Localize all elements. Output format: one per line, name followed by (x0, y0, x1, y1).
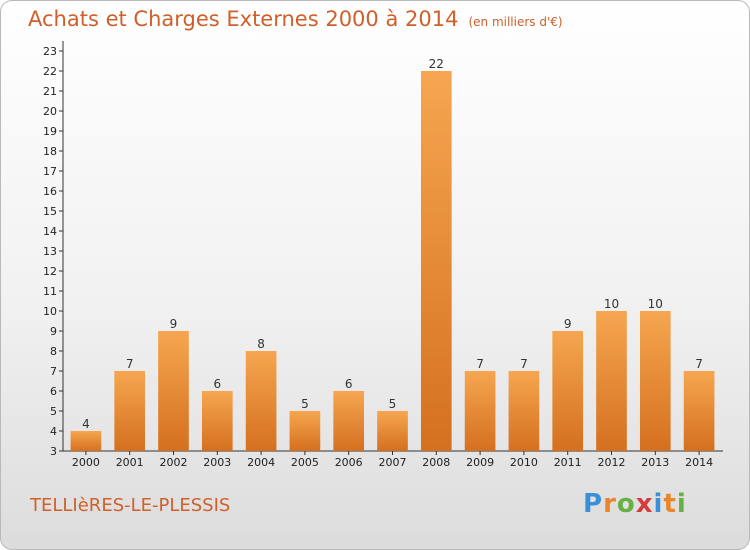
bar (552, 331, 584, 451)
x-tick-label: 2014 (685, 456, 713, 469)
logo-letter: x (635, 489, 654, 519)
x-tick-label: 2002 (160, 456, 188, 469)
x-tick-label: 2001 (116, 456, 144, 469)
bar (508, 371, 540, 451)
y-tick-label: 5 (50, 405, 57, 418)
y-tick-label: 9 (50, 325, 57, 338)
data-label: 10 (648, 297, 663, 311)
x-tick-label: 2009 (466, 456, 494, 469)
y-tick-label: 15 (43, 205, 57, 218)
x-tick-label: 2000 (72, 456, 100, 469)
x-tick-label: 2005 (291, 456, 319, 469)
chart-title: Achats et Charges Externes 2000 à 2014 (e… (28, 7, 563, 31)
y-tick-label: 6 (50, 385, 57, 398)
x-tick-label: 2004 (247, 456, 275, 469)
bar (245, 351, 277, 451)
x-axis: 2000 2001 2002 2003 2004 2005 2006 2007 2008 2009… (63, 450, 723, 469)
bar (70, 431, 102, 451)
logo-letter: o (616, 489, 636, 519)
bar (683, 371, 715, 451)
x-tick-label: 2013 (641, 456, 669, 469)
data-label: 5 (389, 397, 397, 411)
bar (420, 71, 452, 451)
bar (114, 371, 146, 451)
x-tick-label: 2006 (335, 456, 363, 469)
x-tick-label: 2007 (379, 456, 407, 469)
data-label: 7 (695, 357, 703, 371)
chart-title-text: Achats et Charges Externes 2000 à 2014 (28, 7, 459, 31)
x-tick-label: 2011 (554, 456, 582, 469)
data-label: 10 (604, 297, 619, 311)
chart-subtitle: (en milliers d'€) (468, 15, 563, 29)
proxiti-logo[interactable]: Proxiti (583, 489, 687, 519)
data-label: 6 (213, 377, 221, 391)
bar (333, 391, 365, 451)
logo-letter: P (583, 489, 604, 519)
logo-letter: t (663, 489, 677, 519)
y-tick-label: 11 (43, 285, 57, 298)
x-tick-label: 2010 (510, 456, 538, 469)
data-label: 7 (126, 357, 134, 371)
y-tick-label: 16 (43, 185, 57, 198)
bar (377, 411, 408, 451)
x-tick-label: 2008 (422, 456, 450, 469)
y-tick-label: 19 (43, 125, 57, 138)
y-tick-label: 7 (50, 365, 57, 378)
y-tick-label: 13 (43, 245, 57, 258)
logo-letter: i (653, 489, 664, 519)
y-tick-label: 21 (43, 85, 57, 98)
x-tick-label: 2012 (598, 456, 626, 469)
logo-letter: i (676, 489, 687, 519)
bar (639, 311, 671, 451)
y-tick-label: 4 (50, 425, 57, 438)
data-label: 5 (301, 397, 309, 411)
data-label: 8 (257, 337, 265, 351)
commune-name: TELLIèRES-LE-PLESSIS (30, 495, 231, 516)
bar (201, 391, 233, 451)
y-tick-label: 12 (43, 265, 57, 278)
data-label: 7 (520, 357, 528, 371)
bars: 4 7 9 6 8 5 6 5 22 7 7 9 10 10 7 (70, 57, 715, 451)
data-label: 6 (345, 377, 353, 391)
y-tick-label: 17 (43, 165, 57, 178)
y-tick-label: 20 (43, 105, 57, 118)
data-label: 9 (564, 317, 572, 331)
bar (464, 371, 496, 451)
y-tick-label: 3 (50, 445, 57, 458)
data-label: 4 (82, 417, 90, 431)
bar (289, 411, 321, 451)
data-label: 9 (170, 317, 178, 331)
y-axis: 3 4 5 6 7 8 9 10 11 12 13 14 15 16 17 18 19 20 21 22 23 (43, 41, 64, 458)
bar (596, 311, 627, 451)
data-label: 22 (429, 57, 444, 71)
data-label: 7 (476, 357, 484, 371)
y-tick-label: 14 (43, 225, 57, 238)
y-tick-label: 23 (43, 45, 57, 58)
y-tick-label: 22 (43, 65, 57, 78)
bar (158, 331, 189, 451)
x-tick-label: 2003 (203, 456, 231, 469)
y-tick-label: 10 (43, 305, 57, 318)
y-tick-label: 8 (50, 345, 57, 358)
y-tick-label: 18 (43, 145, 57, 158)
logo-letter: r (603, 489, 617, 519)
